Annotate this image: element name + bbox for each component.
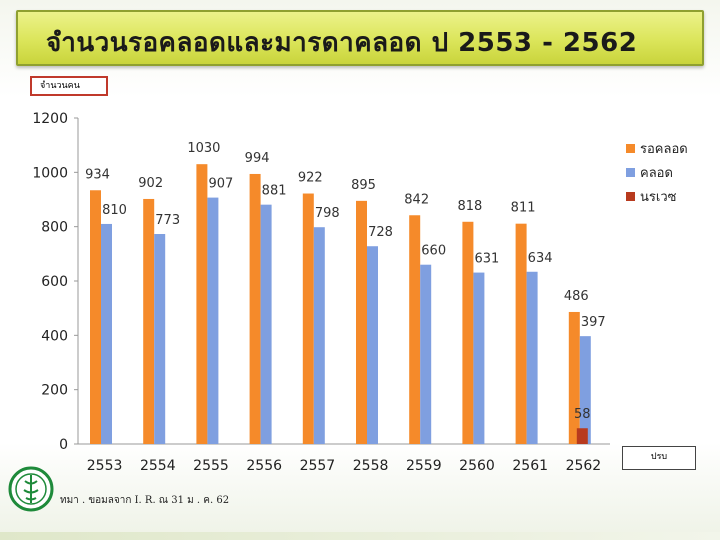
bottom-decoration bbox=[0, 532, 720, 540]
y-tick-label: 400 bbox=[41, 328, 68, 344]
y-tick-label: 1200 bbox=[32, 111, 68, 127]
bar-delivered bbox=[367, 246, 378, 444]
ministry-logo-icon bbox=[8, 466, 54, 512]
bar-delivered bbox=[313, 227, 325, 444]
y-tick-label: 1000 bbox=[32, 165, 68, 181]
y-tick-label: 600 bbox=[41, 274, 68, 290]
x-tick-label: 2558 bbox=[353, 458, 389, 474]
bar-delivered bbox=[207, 197, 219, 444]
y-unit-label: จำนวนคน bbox=[30, 76, 108, 96]
data-label: 907 bbox=[208, 177, 233, 192]
x-tick-label: 2559 bbox=[406, 458, 442, 474]
bar-delivered bbox=[420, 264, 432, 444]
data-label: 810 bbox=[102, 203, 127, 218]
y-tick-label: 800 bbox=[41, 220, 68, 236]
legend-label: รอคลอด bbox=[640, 142, 688, 157]
data-label: 660 bbox=[421, 244, 446, 259]
data-label: 934 bbox=[85, 167, 110, 182]
data-label: 881 bbox=[262, 184, 287, 199]
data-label: 1030 bbox=[187, 141, 220, 156]
x-tick-label: 2553 bbox=[87, 458, 123, 474]
legend-swatch bbox=[626, 144, 635, 153]
bar-delivered bbox=[526, 271, 538, 444]
data-label: 486 bbox=[564, 289, 589, 304]
data-label: 818 bbox=[457, 199, 482, 214]
bar-delivered bbox=[473, 272, 485, 444]
y-tick-label: 0 bbox=[59, 437, 68, 453]
data-label: 58 bbox=[574, 407, 591, 422]
bar-delivered bbox=[579, 336, 591, 444]
legend-swatch bbox=[626, 168, 635, 177]
bar-waiting bbox=[249, 173, 261, 445]
bar-delivered bbox=[154, 234, 166, 444]
footer-box: ปรบ bbox=[622, 446, 696, 470]
x-tick-label: 2554 bbox=[140, 458, 176, 474]
x-tick-label: 2557 bbox=[300, 458, 336, 474]
data-label: 811 bbox=[511, 201, 536, 216]
data-label: 728 bbox=[368, 225, 393, 240]
legend-label: คลอด bbox=[640, 166, 673, 181]
data-label: 634 bbox=[528, 251, 553, 266]
data-label: 922 bbox=[298, 171, 323, 186]
x-tick-label: 2555 bbox=[193, 458, 229, 474]
data-label: 773 bbox=[155, 213, 180, 228]
legend-swatch bbox=[626, 192, 635, 201]
title-banner: จำนวนรอคลอดและมารดาคลอด ป 2553 - 2562 bbox=[16, 10, 704, 66]
source-footnote: ทมา . ขอมลจาก I. R. ณ 31 ม . ค. 62 bbox=[60, 495, 230, 506]
data-label: 895 bbox=[351, 178, 376, 193]
y-tick-label: 200 bbox=[41, 383, 68, 399]
bar-waiting bbox=[143, 198, 155, 444]
bar-waiting bbox=[515, 223, 527, 444]
x-tick-label: 2562 bbox=[566, 458, 602, 474]
bar-waiting bbox=[462, 221, 474, 444]
x-tick-label: 2561 bbox=[512, 458, 548, 474]
bar-waiting bbox=[302, 193, 314, 444]
data-label: 994 bbox=[245, 151, 270, 166]
page-title: จำนวนรอคลอดและมารดาคลอด ป 2553 - 2562 bbox=[46, 28, 638, 58]
x-tick-label: 2560 bbox=[459, 458, 495, 474]
data-label: 798 bbox=[315, 206, 340, 221]
x-tick-label: 2556 bbox=[246, 458, 282, 474]
bar-waiting bbox=[90, 190, 101, 444]
data-label: 842 bbox=[404, 192, 429, 207]
bar-waiting bbox=[356, 200, 367, 444]
bar-waiting bbox=[196, 164, 208, 444]
data-label: 902 bbox=[138, 176, 163, 191]
legend-label: นรเวซ bbox=[640, 190, 677, 205]
bar-waiting bbox=[409, 215, 421, 444]
data-label: 631 bbox=[474, 252, 499, 267]
bar-waiting bbox=[568, 311, 580, 444]
bar-referred bbox=[576, 428, 588, 444]
bar-delivered bbox=[260, 204, 272, 444]
data-label: 397 bbox=[581, 315, 606, 330]
bar-delivered bbox=[101, 223, 112, 444]
